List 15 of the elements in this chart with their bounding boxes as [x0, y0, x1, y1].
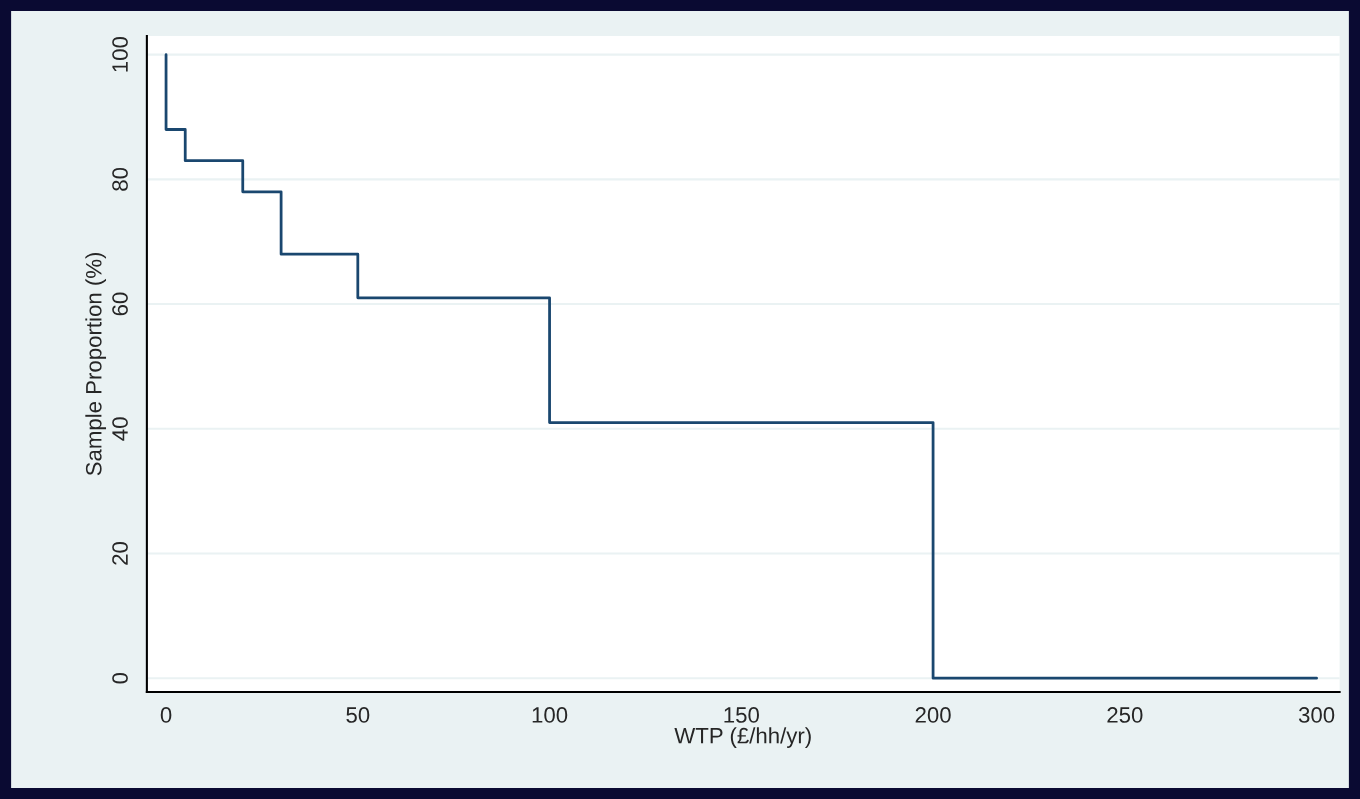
y-tick-label: 60 — [112, 292, 128, 316]
x-tick-label: 150 — [724, 707, 759, 723]
x-axis-title: WTP (£/hh/yr) — [674, 727, 811, 748]
x-tick-label: 250 — [1107, 707, 1143, 723]
y-axis-title: Sample Proportion (%) — [85, 252, 107, 476]
x-tick-label: 0 — [160, 707, 172, 723]
x-tick-label: 50 — [346, 707, 370, 723]
y-tick-label: 0 — [112, 672, 128, 684]
y-tick-label: 40 — [112, 417, 128, 441]
x-tick-label: 100 — [532, 707, 568, 723]
y-tick-label: 80 — [112, 167, 128, 191]
y-tick-label: 20 — [112, 542, 128, 565]
x-tick-label: 200 — [915, 707, 951, 723]
y-tick-label: 100 — [112, 36, 128, 72]
x-tick-label: 300 — [1298, 707, 1335, 723]
